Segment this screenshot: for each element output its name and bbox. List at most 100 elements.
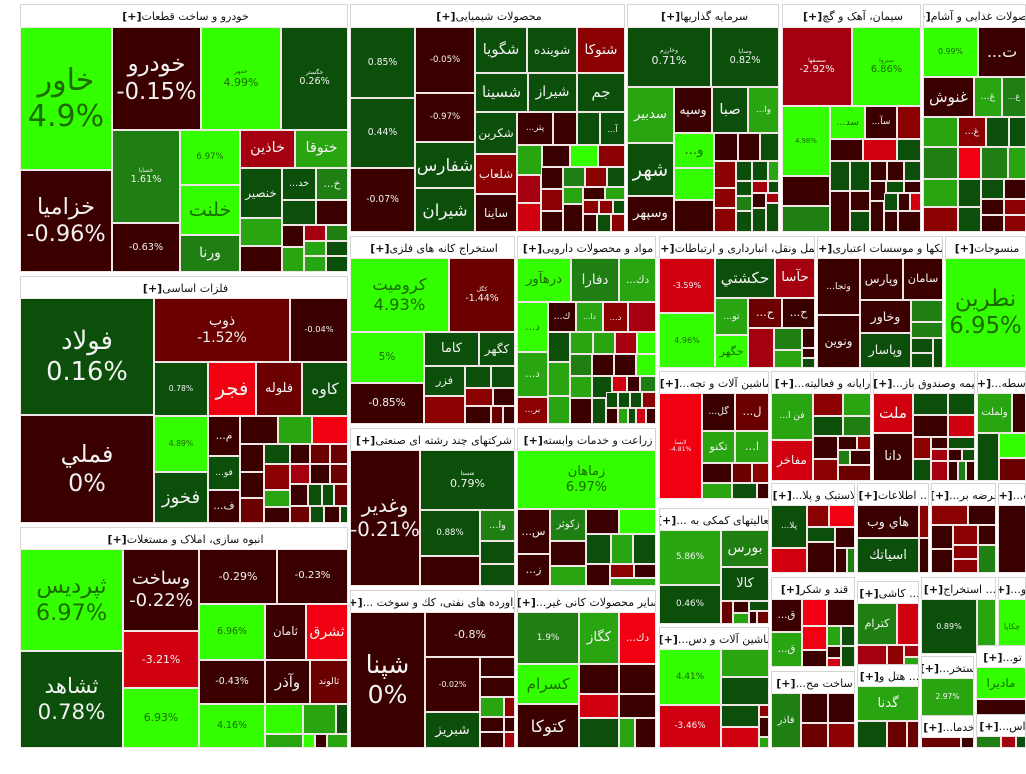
- stock-tile[interactable]: [748, 328, 774, 368]
- stock-tile[interactable]: شیران: [415, 188, 475, 232]
- expand-sector-button[interactable]: [+]: [818, 241, 833, 255]
- stock-tile[interactable]: [504, 697, 515, 717]
- stock-tile[interactable]: [829, 505, 855, 527]
- stock-tile[interactable]: [304, 241, 326, 256]
- stock-tile[interactable]: [913, 415, 948, 437]
- stock-tile[interactable]: [330, 464, 348, 484]
- stock-tile[interactable]: ثپردیس 6.97%: [20, 549, 123, 651]
- stock-tile[interactable]: ح...: [782, 298, 815, 328]
- stock-tile[interactable]: تو...: [715, 298, 748, 335]
- stock-tile[interactable]: [480, 732, 504, 748]
- expand-sector-button[interactable]: [+]: [660, 9, 681, 23]
- sector-title[interactable]: سایر محصولات کانی غیر...: [535, 595, 655, 609]
- stock-tile[interactable]: [919, 538, 929, 573]
- stock-tile[interactable]: [898, 211, 921, 232]
- stock-tile[interactable]: [835, 527, 855, 548]
- stock-tile[interactable]: نطرین 6.95%: [945, 258, 1026, 368]
- stock-tile[interactable]: شوینده: [527, 27, 577, 73]
- stock-tile[interactable]: [290, 506, 310, 523]
- stock-tile[interactable]: ورنا: [180, 235, 240, 272]
- stock-tile[interactable]: خمهر 4.99%: [201, 27, 281, 130]
- stock-tile[interactable]: [628, 408, 636, 424]
- stock-tile[interactable]: [614, 354, 636, 376]
- stock-tile[interactable]: [913, 393, 948, 415]
- stock-tile[interactable]: [326, 241, 348, 256]
- stock-tile[interactable]: [911, 300, 943, 322]
- stock-tile[interactable]: [841, 646, 855, 667]
- sector-title[interactable]: فراورده های نفتی، کك و سوخت ...: [362, 595, 514, 609]
- stock-tile[interactable]: [1016, 736, 1026, 748]
- stock-tile[interactable]: [480, 697, 504, 717]
- stock-tile[interactable]: [948, 415, 975, 437]
- stock-tile[interactable]: [465, 388, 493, 406]
- expand-sector-button[interactable]: [+]: [772, 488, 792, 502]
- expand-sector-button[interactable]: [+]: [999, 488, 1013, 502]
- stock-tile[interactable]: [771, 548, 807, 573]
- sector-title[interactable]: استخراج کانه های فلزی: [389, 241, 498, 255]
- stock-tile[interactable]: زکوثر: [550, 509, 586, 541]
- expand-sector-button[interactable]: [+]: [351, 595, 363, 609]
- stock-tile[interactable]: شگویا: [475, 27, 527, 73]
- stock-tile[interactable]: کترام: [857, 603, 897, 645]
- stock-tile[interactable]: شستا 0.79%: [420, 450, 515, 510]
- stock-tile[interactable]: [619, 718, 635, 748]
- expand-sector-button[interactable]: [+]: [660, 632, 678, 646]
- sector-title[interactable]: حمل ونقل، انبارداری و ارتباطات: [674, 241, 814, 255]
- stock-tile[interactable]: [981, 147, 1008, 179]
- expand-sector-button[interactable]: [+]: [803, 9, 823, 23]
- stock-tile[interactable]: [611, 214, 625, 232]
- stock-tile[interactable]: غ...: [958, 117, 986, 147]
- stock-tile[interactable]: شفارس: [415, 142, 475, 188]
- stock-tile[interactable]: -3.46%: [659, 705, 721, 748]
- stock-tile[interactable]: [736, 196, 752, 211]
- expand-sector-button[interactable]: [+]: [978, 376, 992, 390]
- sector-title[interactable]: ماشین آلات و دس...: [677, 632, 768, 646]
- stock-tile[interactable]: [420, 556, 480, 586]
- stock-tile[interactable]: [310, 444, 330, 464]
- stock-tile[interactable]: [324, 506, 340, 523]
- stock-tile[interactable]: [923, 147, 958, 179]
- stock-tile[interactable]: 4.96%: [659, 313, 715, 368]
- stock-tile[interactable]: [593, 332, 615, 354]
- sector-title[interactable]: رایانه و فعالیته...: [793, 376, 870, 390]
- stock-tile[interactable]: [674, 200, 714, 232]
- stock-tile[interactable]: [919, 505, 929, 538]
- stock-tile[interactable]: فزر: [424, 366, 465, 396]
- stock-tile[interactable]: وخارزم 0.71%: [627, 27, 711, 87]
- stock-tile[interactable]: [828, 723, 855, 748]
- expand-sector-button[interactable]: [+]: [923, 582, 944, 596]
- expand-sector-button[interactable]: [+]: [436, 9, 456, 23]
- stock-tile[interactable]: [721, 705, 759, 727]
- stock-tile[interactable]: [886, 181, 904, 193]
- stock-tile[interactable]: [978, 525, 996, 545]
- stock-tile[interactable]: [752, 208, 766, 232]
- stock-tile[interactable]: حگهر: [715, 335, 748, 368]
- stock-tile[interactable]: کگهر: [479, 332, 515, 366]
- stock-tile[interactable]: فخوز: [154, 472, 208, 523]
- stock-tile[interactable]: [240, 444, 264, 472]
- stock-tile[interactable]: 4.41%: [659, 649, 721, 705]
- sector-title[interactable]: اس...: [998, 719, 1025, 733]
- stock-tile[interactable]: [606, 392, 618, 408]
- stock-tile[interactable]: دك...: [619, 258, 656, 302]
- stock-tile[interactable]: [958, 147, 981, 179]
- expand-sector-button[interactable]: [+]: [983, 650, 1003, 664]
- expand-sector-button[interactable]: [+]: [356, 433, 376, 447]
- stock-tile[interactable]: کسرام: [517, 664, 579, 704]
- stock-tile[interactable]: اسیاتك: [857, 538, 919, 573]
- stock-tile[interactable]: [714, 133, 738, 161]
- stock-tile[interactable]: وپارس: [860, 258, 903, 300]
- stock-tile[interactable]: -0.07%: [350, 168, 415, 232]
- stock-tile[interactable]: س...: [517, 509, 550, 554]
- stock-tile[interactable]: فلوله: [256, 362, 302, 416]
- stock-tile[interactable]: [749, 611, 757, 624]
- stock-tile[interactable]: [1004, 215, 1026, 232]
- stock-tile[interactable]: [627, 376, 640, 392]
- sector-title[interactable]: فلزات اساسی: [162, 281, 229, 295]
- stock-tile[interactable]: [583, 187, 605, 200]
- stock-tile[interactable]: -0.29%: [199, 549, 277, 604]
- stock-tile[interactable]: [315, 734, 327, 748]
- stock-tile[interactable]: [981, 215, 1004, 232]
- stock-tile[interactable]: شهر: [627, 143, 674, 196]
- stock-tile[interactable]: وتجا...: [817, 258, 860, 315]
